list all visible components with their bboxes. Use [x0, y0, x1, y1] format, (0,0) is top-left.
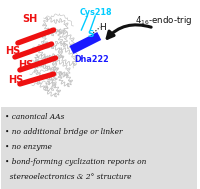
Text: HS: HS	[5, 46, 20, 56]
Text: S: S	[87, 30, 94, 39]
Text: stereoelectronics & 2° structure: stereoelectronics & 2° structure	[5, 173, 131, 181]
Text: • no additional bridge or linker: • no additional bridge or linker	[5, 128, 122, 136]
Text: HS: HS	[8, 75, 23, 85]
FancyBboxPatch shape	[1, 107, 197, 189]
Text: • canonical AAs: • canonical AAs	[5, 113, 64, 121]
Text: • bond-forming cyclization reports on: • bond-forming cyclization reports on	[5, 158, 146, 166]
Text: Dha222: Dha222	[74, 55, 109, 64]
Text: Cys218: Cys218	[80, 8, 113, 17]
Text: $4_{16}$-endo-trig: $4_{16}$-endo-trig	[135, 14, 192, 27]
Text: SH: SH	[22, 14, 37, 24]
Text: • no enzyme: • no enzyme	[5, 143, 52, 151]
Text: HS: HS	[18, 60, 33, 70]
Text: H: H	[99, 23, 106, 32]
